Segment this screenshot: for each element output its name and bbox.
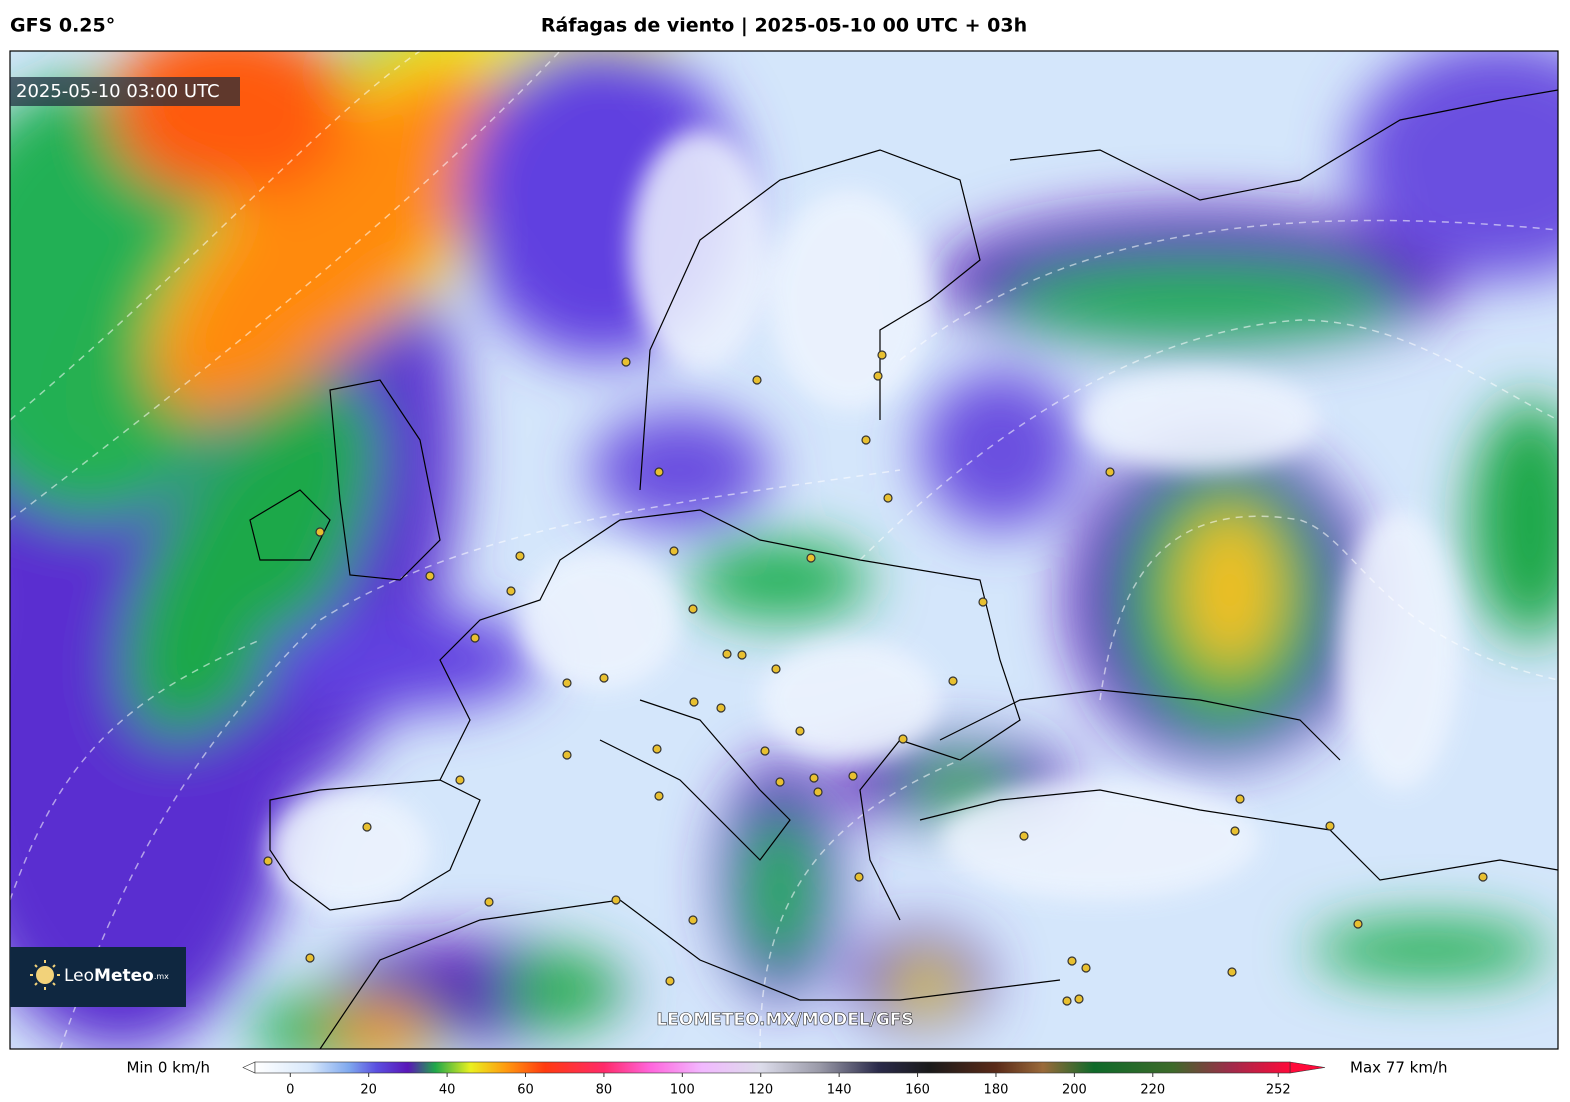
colorbar-tick-label: 80 [596, 1083, 613, 1098]
logo-suffix: .mx [154, 972, 169, 981]
colorbar-tick-label: 60 [517, 1083, 534, 1098]
wind-field [10, 51, 1558, 1049]
colorbar-tick-label: 220 [1140, 1083, 1165, 1098]
logo-sun [30, 960, 60, 990]
map-title: Ráfagas de viento | 2025-05-10 00 UTC + … [541, 15, 1027, 37]
colorbar-tick-label: 160 [905, 1083, 930, 1098]
logo-light: Leo [64, 966, 94, 986]
colorbar-tick-label: 252 [1266, 1083, 1291, 1098]
logo-text: LeoMeteo.mx [64, 966, 169, 986]
colorbar-bar [254, 1061, 1291, 1074]
colorbar-tick-label: 120 [748, 1083, 773, 1098]
colorbar-extend-high [1289, 1061, 1326, 1074]
colorbar-tick-label: 200 [1062, 1083, 1087, 1098]
watermark: LEOMETEO.MX/MODEL/GFS [656, 1010, 913, 1030]
colorbar-tick-label: 180 [984, 1083, 1009, 1098]
colorbar-tick-label: 40 [439, 1083, 456, 1098]
colorbar-max: Max 77 km/h [1350, 1059, 1448, 1077]
model-label: GFS 0.25° [10, 15, 115, 37]
logo-bold: Meteo [94, 966, 154, 986]
colorbar-tick-label: 140 [827, 1083, 852, 1098]
colorbar-tick-label: 0 [286, 1083, 294, 1098]
colorbar-min: Min 0 km/h [126, 1059, 210, 1077]
colorbar-tick-label: 20 [360, 1083, 377, 1098]
timestamp: 2025-05-10 03:00 UTC [16, 81, 220, 102]
colorbar-extend-low [242, 1061, 256, 1074]
colorbar-tick-label: 100 [670, 1083, 695, 1098]
colorbar: 0 20 40 60 80 100 120 140 160 180 200 220 252 [242, 1061, 1326, 1098]
